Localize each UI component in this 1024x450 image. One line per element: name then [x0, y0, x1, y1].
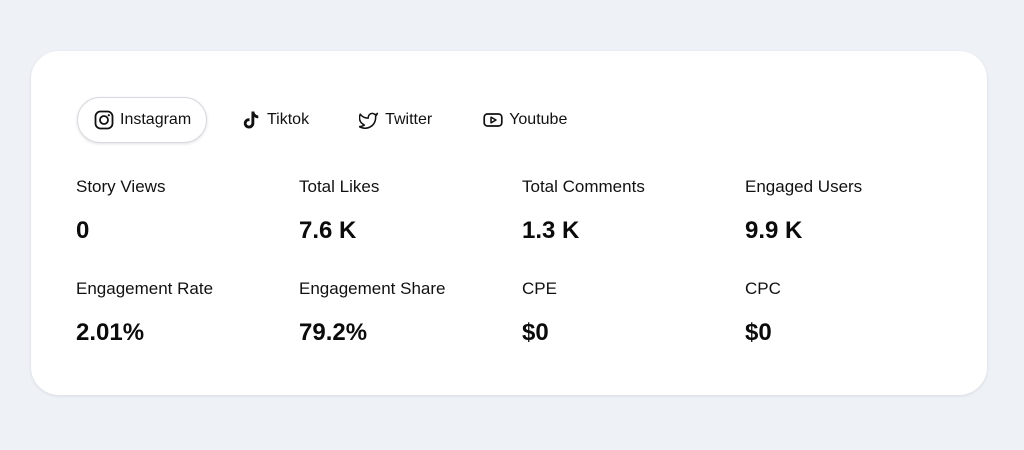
metric-engagement-share: Engagement Share 79.2% — [299, 279, 509, 347]
tab-label: Tiktok — [267, 111, 310, 128]
metric-label: CPE — [522, 279, 557, 298]
metric-engagement-rate: Engagement Rate 2.01% — [76, 279, 286, 347]
metric-total-likes: Total Likes 7.6 K — [299, 177, 509, 245]
metric-total-comments: Total Comments 1.3 K — [522, 177, 732, 245]
tab-youtube[interactable]: Youtube — [483, 97, 567, 143]
metric-label: Engagement Rate — [76, 279, 214, 298]
metric-label: Engagement Share — [299, 279, 446, 298]
metric-label: Engaged Users — [745, 177, 863, 196]
metric-value: 1.3 K — [522, 217, 580, 244]
metric-value: 0 — [76, 217, 90, 244]
tab-label: Instagram — [120, 111, 192, 128]
metric-value: 79.2% — [299, 319, 368, 346]
tab-twitter[interactable]: Twitter — [359, 97, 432, 143]
metric-label: Total Comments — [522, 177, 645, 196]
metric-label: Story Views — [76, 177, 166, 196]
metric-cpc: CPC $0 — [745, 279, 955, 347]
metric-value: 9.9 K — [745, 217, 803, 244]
instagram-icon — [94, 110, 114, 130]
tab-label: Youtube — [509, 111, 568, 128]
tab-tiktok[interactable]: Tiktok — [241, 97, 309, 143]
metric-label: Total Likes — [299, 177, 380, 196]
tab-label: Twitter — [385, 111, 433, 128]
twitter-icon — [359, 110, 379, 130]
youtube-icon — [483, 110, 503, 130]
tiktok-icon — [241, 110, 261, 130]
metric-value: 7.6 K — [299, 217, 357, 244]
platform-tabs: Instagram Tiktok Twitter — [77, 97, 567, 143]
metrics-card: Instagram Tiktok Twitter — [31, 51, 987, 395]
metric-cpe: CPE $0 — [522, 279, 732, 347]
metric-label: CPC — [745, 279, 781, 298]
metric-value: $0 — [745, 319, 772, 346]
tab-instagram[interactable]: Instagram — [77, 97, 207, 143]
metric-value: $0 — [522, 319, 549, 346]
metric-story-views: Story Views 0 — [76, 177, 286, 245]
metric-value: 2.01% — [76, 319, 145, 346]
metric-engaged-users: Engaged Users 9.9 K — [745, 177, 955, 245]
